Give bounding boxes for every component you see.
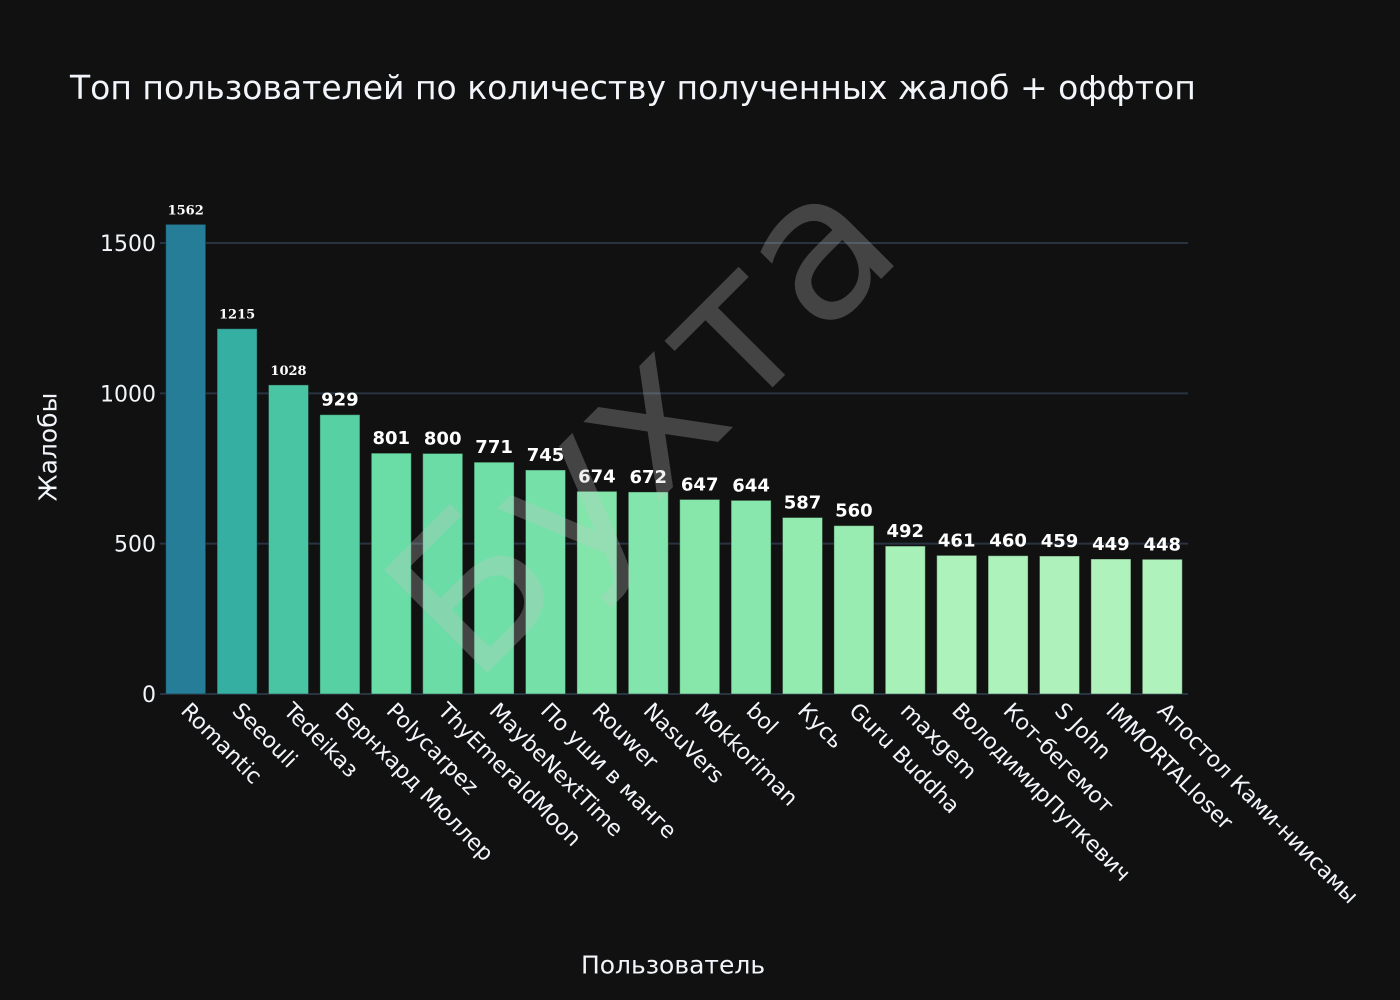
data-label: 460 <box>989 531 1027 552</box>
bar <box>782 517 823 695</box>
y-tick-label: 1000 <box>100 382 156 407</box>
bar <box>884 545 926 695</box>
data-label: 1215 <box>219 308 255 323</box>
bar <box>576 490 618 695</box>
data-label: 461 <box>938 530 976 551</box>
data-label: 929 <box>321 390 359 411</box>
data-label: 560 <box>835 501 873 522</box>
bar <box>627 491 669 695</box>
bar <box>987 555 1029 695</box>
bar <box>1039 555 1080 695</box>
data-label: 674 <box>578 466 616 487</box>
data-label: 587 <box>784 493 822 514</box>
bar <box>936 554 978 695</box>
y-tick-label: 500 <box>114 533 156 558</box>
y-tick-label: 1500 <box>100 232 156 257</box>
bar <box>1090 558 1132 695</box>
bar <box>165 223 207 695</box>
bar <box>370 452 412 695</box>
bar <box>268 384 309 695</box>
data-label: 459 <box>1041 531 1079 552</box>
bar <box>319 414 361 695</box>
data-label: 745 <box>527 445 565 466</box>
bar <box>525 469 566 695</box>
x-tick-label: Апостол Ками-ниисамы <box>1152 699 1363 910</box>
bar <box>473 461 515 695</box>
bar <box>730 499 772 695</box>
chart-title: Топ пользователей по количеству полученн… <box>70 68 1196 107</box>
bar <box>679 498 721 695</box>
data-label: 647 <box>681 474 719 495</box>
x-axis-title: Пользователь <box>580 950 766 980</box>
data-label: 801 <box>373 428 411 449</box>
data-label: 448 <box>1144 534 1182 555</box>
data-label: 1562 <box>168 203 204 218</box>
data-label: 449 <box>1092 534 1130 555</box>
y-tick-label: 0 <box>142 683 156 708</box>
x-tick-label: bol <box>741 699 782 740</box>
data-label: 800 <box>424 428 462 449</box>
data-label: 492 <box>887 521 925 542</box>
data-label: 771 <box>475 437 513 458</box>
data-label: 644 <box>732 475 770 496</box>
data-label: 1028 <box>270 364 306 379</box>
data-label: 672 <box>630 467 668 488</box>
bar <box>833 525 875 695</box>
bar <box>216 328 258 695</box>
bar <box>422 452 464 695</box>
bar <box>1141 558 1183 695</box>
x-tick-label: Кусь <box>792 699 848 755</box>
